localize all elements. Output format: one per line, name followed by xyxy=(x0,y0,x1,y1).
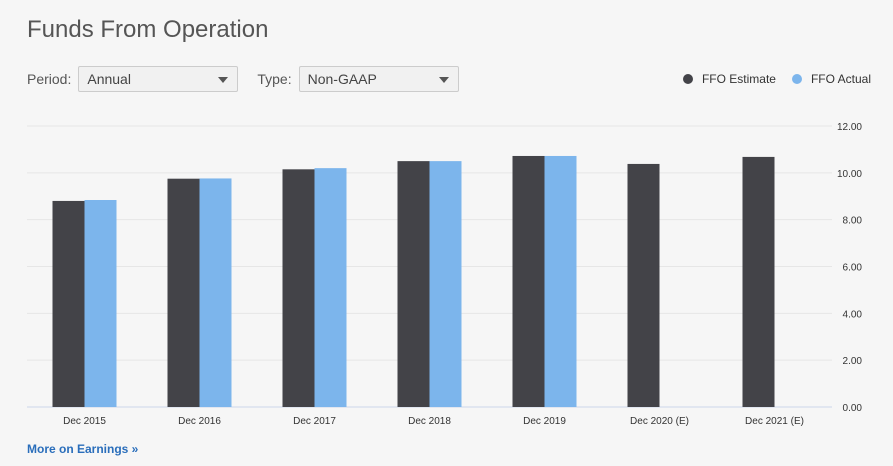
chart-title: Funds From Operation xyxy=(27,16,269,43)
bar-ffo-estimate[interactable] xyxy=(627,163,660,407)
chevron-down-icon xyxy=(218,77,229,83)
x-tick-label: Dec 2016 xyxy=(178,416,221,427)
x-tick-label: Dec 2017 xyxy=(293,416,336,427)
y-tick-label: 8.00 xyxy=(843,216,863,227)
x-tick-label: Dec 2020 (E) xyxy=(630,416,689,427)
bar-ffo-estimate[interactable] xyxy=(742,156,775,407)
type-select-value: Non-GAAP xyxy=(307,71,377,87)
bar-ffo-estimate[interactable] xyxy=(512,155,545,407)
legend-dot-actual xyxy=(791,74,802,84)
legend-item-estimate[interactable]: FFO Estimate xyxy=(682,72,776,86)
legend-label-estimate: FFO Estimate xyxy=(701,72,776,86)
bar-ffo-estimate[interactable] xyxy=(282,169,315,407)
y-tick-label: 10.00 xyxy=(837,169,862,180)
y-tick-label: 12.00 xyxy=(837,122,862,133)
chart-legend: FFO Estimate FFO Actual xyxy=(667,72,871,86)
bar-ffo-actual[interactable] xyxy=(314,168,347,407)
bar-ffo-estimate[interactable] xyxy=(397,161,430,407)
type-select[interactable]: Non-GAAP xyxy=(298,66,459,92)
period-label: Period: xyxy=(27,71,72,87)
more-on-earnings-link[interactable]: More on Earnings » xyxy=(27,442,139,456)
chart-controls: Period: Annual Type: Non-GAAP xyxy=(27,65,459,93)
bar-ffo-estimate[interactable] xyxy=(167,178,200,407)
y-tick-label: 2.00 xyxy=(843,356,863,367)
x-tick-label: Dec 2015 xyxy=(63,416,106,427)
chevron-down-icon xyxy=(438,77,449,83)
y-tick-label: 4.00 xyxy=(843,309,863,320)
x-tick-label: Dec 2018 xyxy=(408,416,451,427)
bar-ffo-actual[interactable] xyxy=(544,155,577,407)
x-tick-label: Dec 2021 (E) xyxy=(745,416,804,427)
type-label: Type: xyxy=(257,71,292,87)
bar-ffo-actual[interactable] xyxy=(84,199,117,407)
legend-dot-estimate xyxy=(682,74,693,84)
legend-item-actual[interactable]: FFO Actual xyxy=(791,72,871,86)
legend-label-actual: FFO Actual xyxy=(810,72,871,86)
bar-chart: 0.00 2.00 4.00 6.00 8.00 10.00 12.00 Dec 2015 De… xyxy=(27,122,863,427)
x-tick-label: Dec 2019 xyxy=(523,416,566,427)
bar-ffo-actual[interactable] xyxy=(199,178,232,407)
bar-ffo-estimate[interactable] xyxy=(52,200,85,407)
y-tick-label: 0.00 xyxy=(843,403,863,414)
y-tick-label: 6.00 xyxy=(843,263,863,274)
period-select[interactable]: Annual xyxy=(78,66,239,92)
period-select-value: Annual xyxy=(87,71,131,87)
bar-ffo-actual[interactable] xyxy=(429,161,462,407)
chart-area: 0.00 2.00 4.00 6.00 8.00 10.00 12.00 Dec 2015 De… xyxy=(0,110,893,440)
